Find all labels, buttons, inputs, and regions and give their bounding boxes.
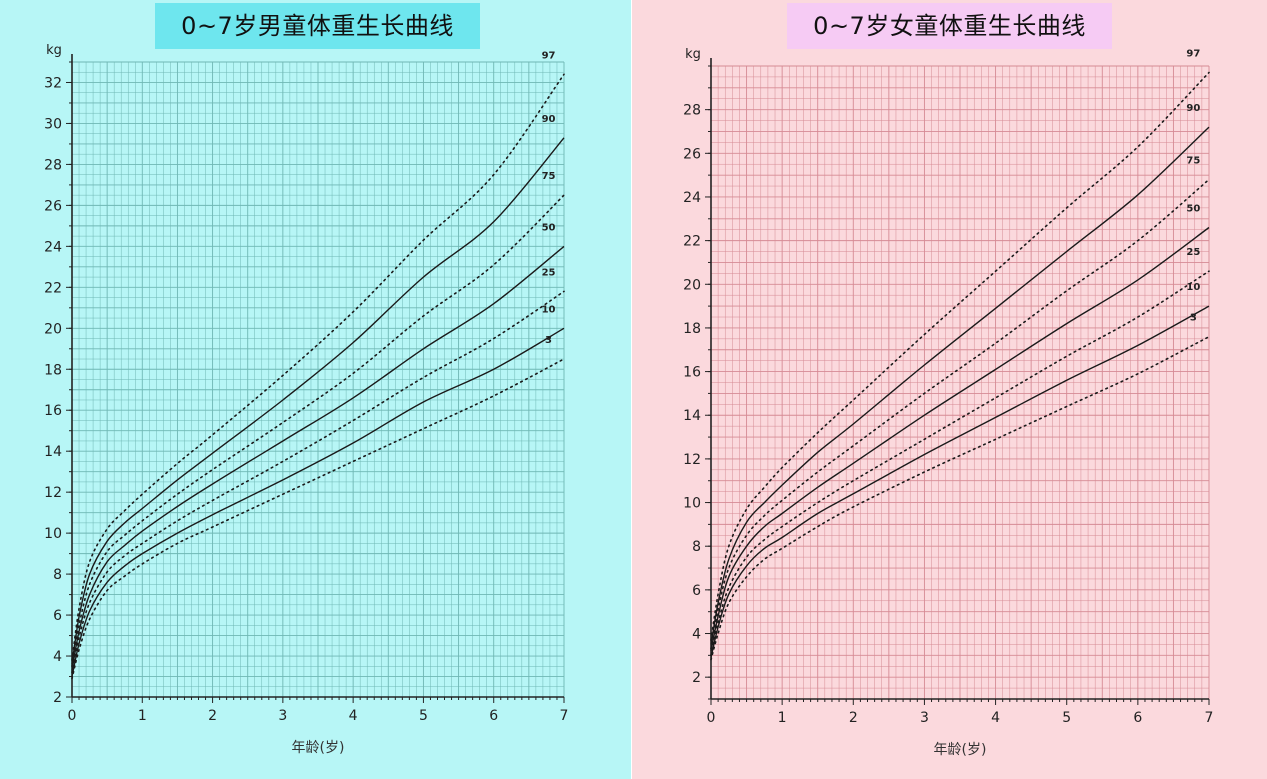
boys-series-90 [71, 137, 565, 665]
girls-series-label-25: 25 [1186, 247, 1200, 258]
girls-series-90 [710, 126, 1210, 645]
boys-x-axis-label: 年龄(岁) [292, 740, 345, 756]
girls-series-label-3: 3 [1190, 313, 1197, 324]
boys-x-tick-label: 1 [138, 708, 147, 724]
boys-y-tick-label: 30 [44, 116, 62, 132]
girls-y-tick-label: 12 [683, 452, 701, 468]
girls-weight-chart: 0 1 2 3 4 5 6 7246810121416182022242628kg年龄(岁)3… [683, 47, 1213, 758]
girls-series-25 [710, 270, 1210, 657]
boys-x-tick-label: 0 [68, 708, 77, 724]
boys-y-tick-label: 20 [44, 321, 62, 337]
boys-series-label-97: 97 [542, 50, 556, 61]
boys-series-50 [71, 245, 565, 671]
boys-y-tick-label: 6 [53, 608, 62, 624]
boys-y-tick-label: 26 [44, 198, 62, 214]
boys-y-tick-label: 2 [53, 690, 62, 706]
boys-series-label-25: 25 [542, 267, 556, 278]
boys-series-label-3: 3 [545, 335, 552, 346]
girls-y-tick-label: 4 [692, 627, 701, 643]
boys-x-tick-label: 5 [419, 708, 428, 724]
girls-y-tick-label: 8 [692, 539, 701, 555]
girls-y-tick-label: 10 [683, 496, 701, 512]
girls-y-tick-label: 16 [683, 365, 701, 381]
girls-y-tick-label: 18 [683, 321, 701, 337]
boys-x-tick-label: 3 [278, 708, 287, 724]
boys-x-tick-label: 7 [560, 708, 569, 724]
boys-y-tick-label: 10 [44, 526, 62, 542]
boys-y-tick-label: 22 [44, 280, 62, 296]
boys-y-axis-label: kg [46, 43, 62, 58]
girls-y-tick-label: 2 [692, 670, 701, 686]
girls-series-3 [710, 335, 1210, 661]
boys-y-tick-label: 12 [44, 485, 62, 501]
girls-series-97 [710, 71, 1210, 641]
boys-x-tick-label: 6 [489, 708, 498, 724]
girls-y-tick-label: 22 [683, 234, 701, 250]
boys-y-tick-label: 28 [44, 157, 62, 173]
boys-y-tick-label: 32 [44, 75, 62, 91]
boys-series-10 [71, 327, 565, 677]
girls-series-label-10: 10 [1186, 282, 1200, 293]
girls-series-label-90: 90 [1186, 103, 1200, 114]
girls-chart-title: 0~7岁女童体重生长曲线 [787, 3, 1112, 49]
boys-x-tick-label: 2 [208, 708, 217, 724]
boys-series-97 [71, 73, 565, 661]
boys-panel: 0~7岁男童体重生长曲线 0 1 2 3 4 5 6 7 2 4 6 8 10 12 14 16 18 20 22 2… [0, 0, 632, 779]
boys-plot-area: 0 1 2 3 4 5 6 72468101214161820222426283032kg年龄… [44, 43, 568, 756]
boys-y-tick-label: 4 [53, 649, 62, 665]
boys-y-tick-label: 16 [44, 403, 62, 419]
girls-x-tick-label: 5 [1062, 710, 1071, 726]
girls-x-tick-label: 2 [849, 710, 858, 726]
boys-series-label-10: 10 [542, 304, 556, 315]
boys-series-75 [71, 194, 565, 668]
girls-x-tick-label: 1 [778, 710, 787, 726]
boys-series-3 [71, 358, 565, 680]
boys-chart-title: 0~7岁男童体重生长曲线 [155, 3, 480, 49]
girls-series-label-97: 97 [1186, 49, 1200, 60]
girls-y-tick-label: 20 [683, 277, 701, 293]
boys-y-tick-label: 18 [44, 362, 62, 378]
girls-y-tick-label: 26 [683, 146, 701, 162]
girls-x-axis-label: 年龄(岁) [934, 742, 987, 758]
girls-y-tick-label: 6 [692, 583, 701, 599]
boys-series-label-50: 50 [542, 222, 556, 233]
girls-x-tick-label: 4 [991, 710, 1000, 726]
girls-x-tick-label: 6 [1133, 710, 1142, 726]
girls-x-tick-label: 0 [707, 710, 716, 726]
boys-weight-chart: 0 1 2 3 4 5 6 72468101214161820222426283032kg年龄… [44, 43, 568, 756]
girls-series-50 [710, 226, 1210, 652]
girls-x-tick-label: 7 [1205, 710, 1214, 726]
boys-y-tick-label: 24 [44, 239, 62, 255]
girls-y-tick-label: 14 [683, 408, 701, 424]
girls-panel: 0~7岁女童体重生长曲线 0 1 2 3 4 5 6 7 2 4 6 8 10 12 14 16 18 20 22 2… [632, 0, 1267, 779]
girls-y-tick-label: 28 [683, 103, 701, 119]
girls-series-10 [710, 305, 1210, 658]
girls-plot-area: 0 1 2 3 4 5 6 7246810121416182022242628kg年龄(岁)3… [683, 47, 1213, 758]
girls-x-tick-label: 3 [920, 710, 929, 726]
boys-series-label-75: 75 [542, 171, 556, 182]
girls-y-axis-label: kg [685, 47, 701, 62]
boys-series-25 [71, 290, 565, 674]
girls-series-label-75: 75 [1186, 156, 1200, 167]
boys-y-tick-label: 8 [53, 567, 62, 583]
girls-y-tick-label: 24 [683, 190, 701, 206]
boys-series-label-90: 90 [542, 114, 556, 125]
boys-y-tick-label: 14 [44, 444, 62, 460]
boys-x-tick-label: 4 [349, 708, 358, 724]
girls-series-75 [710, 178, 1210, 650]
girls-series-label-50: 50 [1186, 204, 1200, 215]
